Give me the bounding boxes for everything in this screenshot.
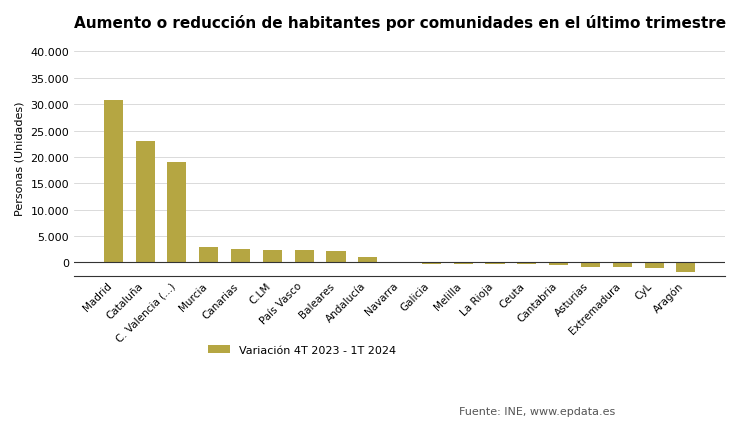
Bar: [645, 263, 664, 268]
Bar: [231, 250, 250, 263]
Title: Aumento o reducción de habitantes por comunidades en el último trimestre: Aumento o reducción de habitantes por co…: [73, 15, 726, 31]
Bar: [199, 247, 218, 263]
Y-axis label: Personas (Unidades): Personas (Unidades): [15, 102, 25, 216]
Bar: [358, 257, 377, 263]
Bar: [135, 142, 155, 263]
Bar: [613, 263, 632, 267]
Legend: Variación 4T 2023 - 1T 2024: Variación 4T 2023 - 1T 2024: [204, 340, 400, 359]
Bar: [549, 263, 568, 265]
Bar: [485, 263, 505, 265]
Bar: [454, 263, 473, 264]
Bar: [326, 251, 346, 263]
Bar: [167, 163, 186, 263]
Bar: [676, 263, 696, 272]
Bar: [422, 263, 441, 264]
Bar: [104, 101, 123, 263]
Bar: [295, 251, 314, 263]
Bar: [517, 263, 536, 265]
Bar: [581, 263, 600, 267]
Bar: [263, 251, 282, 263]
Text: Fuente: INE, www.epdata.es: Fuente: INE, www.epdata.es: [459, 407, 615, 417]
